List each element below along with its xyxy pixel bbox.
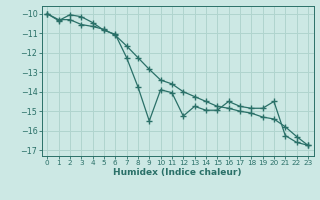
X-axis label: Humidex (Indice chaleur): Humidex (Indice chaleur) [113, 168, 242, 177]
